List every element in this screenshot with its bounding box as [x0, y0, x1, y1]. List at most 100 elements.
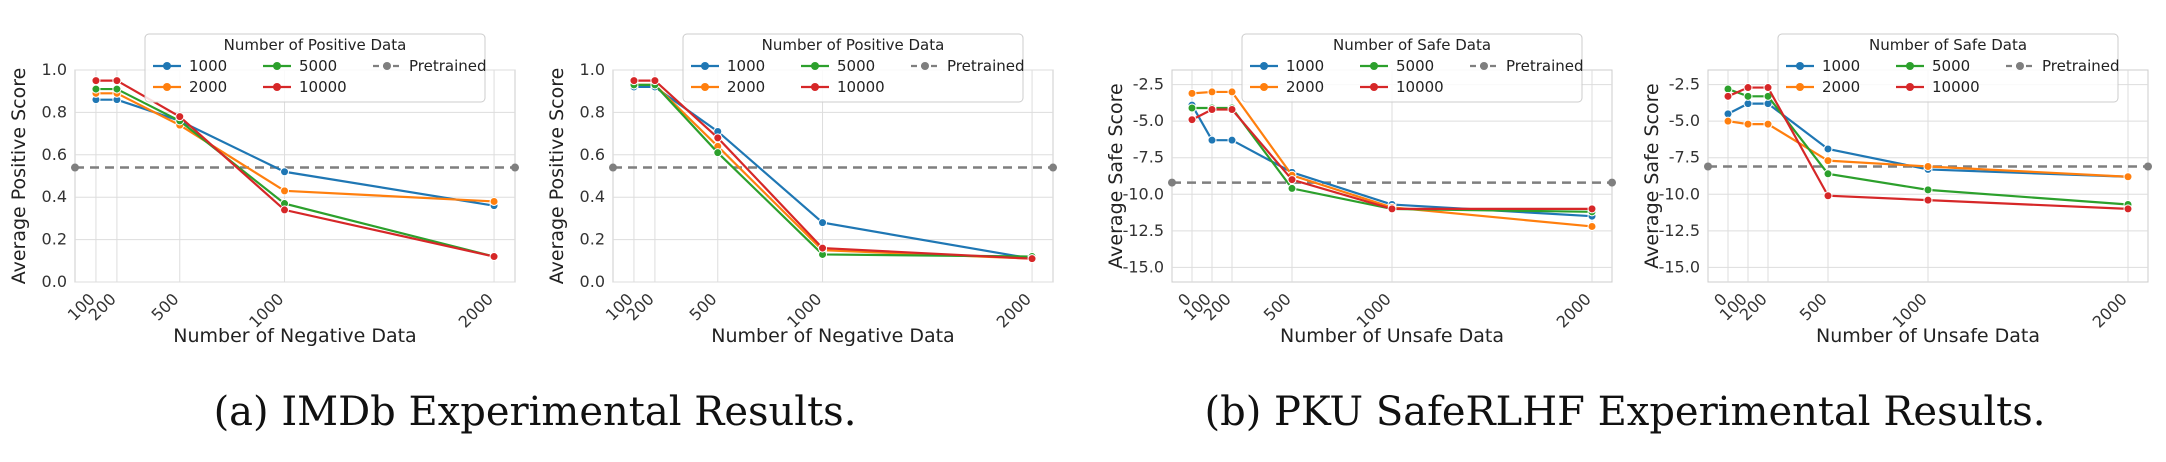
legend-box	[1241, 33, 1583, 103]
legend-label-1000: 1000	[189, 57, 227, 75]
legend: Number of Positive Data 1000 5000 Pretraine…	[682, 33, 1025, 103]
data-point-10000	[1187, 115, 1197, 125]
y-tick-label: -7.5	[1133, 148, 1164, 167]
x-tick-label: 500	[1796, 289, 1831, 324]
x-axis-label: Number of Negative Data	[711, 325, 954, 347]
data-point-10000	[1823, 191, 1833, 201]
legend-label-1000: 1000	[1286, 57, 1324, 75]
data-point-1000	[1823, 144, 1833, 154]
y-tick-label: -15.0	[1659, 257, 1700, 276]
x-axis-label: Number of Unsafe Data	[1816, 325, 2040, 347]
data-point-10000	[818, 243, 828, 253]
data-point-2000	[1743, 119, 1753, 129]
legend-marker-5000	[1906, 62, 1914, 70]
y-tick-label: -10.0	[1659, 184, 1700, 203]
y-tick-label: 0.8	[580, 102, 605, 121]
data-point-10000	[91, 76, 101, 86]
legend-label-10000: 10000	[299, 78, 347, 96]
data-point-10000	[2123, 204, 2133, 214]
legend-label-Pretrained: Pretrained	[409, 57, 487, 75]
data-point-10000	[1723, 91, 1733, 101]
data-point-10000	[1387, 204, 1397, 214]
data-point-2000	[1923, 161, 1933, 171]
y-tick-label: -15.0	[1123, 257, 1164, 276]
x-tick-label: 2000	[2089, 289, 2131, 331]
data-point-5000	[112, 84, 122, 94]
legend-marker-5000	[1370, 62, 1378, 70]
y-tick-label: -12.5	[1123, 221, 1164, 240]
pretrained-baseline-marker	[511, 163, 519, 172]
legend-box	[1777, 33, 2119, 103]
data-point-2000	[1823, 156, 1833, 166]
x-tick-label: 500	[1260, 289, 1295, 324]
pretrained-baseline-marker	[1049, 163, 1057, 172]
data-point-2000	[489, 196, 499, 206]
legend: Number of Positive Data 1000 5000 Pretraine…	[144, 33, 487, 103]
y-axis-label: Average Safe Score	[1105, 83, 1127, 268]
legend-marker-1000	[701, 62, 709, 70]
data-point-10000	[1587, 204, 1597, 214]
legend-label-Pretrained: Pretrained	[2042, 57, 2120, 75]
data-point-10000	[489, 252, 499, 262]
data-point-2000	[1723, 116, 1733, 126]
data-point-5000	[1743, 91, 1753, 101]
data-point-5000	[91, 84, 101, 94]
y-tick-label: 0.8	[42, 102, 67, 121]
legend-marker-10000	[273, 83, 281, 91]
data-point-1000	[1743, 99, 1753, 109]
data-point-2000	[1587, 221, 1597, 231]
legend-box	[144, 33, 486, 103]
legend-marker-Pretrained	[383, 62, 391, 70]
x-tick-label: 2000	[455, 289, 497, 331]
y-axis-label: Average Positive Score	[546, 68, 568, 285]
data-point-5000	[1923, 185, 1933, 195]
legend-marker-2000	[701, 83, 709, 91]
y-tick-label: 0.0	[580, 272, 605, 291]
legend-label-Pretrained: Pretrained	[1506, 57, 1584, 75]
data-point-5000	[713, 148, 723, 158]
x-tick-label: 500	[686, 289, 721, 324]
data-point-10000	[280, 205, 290, 215]
caption-pku: (b) PKU SafeRLHF Experimental Results.	[1204, 389, 2045, 435]
legend-marker-1000	[1260, 62, 1268, 70]
y-tick-label: -7.5	[1669, 148, 1700, 167]
legend-label-2000: 2000	[727, 78, 765, 96]
y-tick-label: 0.2	[42, 230, 67, 249]
y-tick-label: 0.2	[580, 230, 605, 249]
legend-marker-2000	[1796, 83, 1804, 91]
legend-marker-5000	[811, 62, 819, 70]
data-point-10000	[112, 76, 122, 86]
data-point-1000	[818, 218, 828, 228]
legend-label-Pretrained: Pretrained	[947, 57, 1025, 75]
y-tick-label: -5.0	[1669, 111, 1700, 130]
caption-imdb: (a) IMDb Experimental Results.	[214, 389, 857, 435]
x-tick-label: 2000	[1553, 289, 1595, 331]
legend-label-10000: 10000	[837, 78, 885, 96]
legend-title: Number of Safe Data	[1869, 36, 2027, 54]
data-point-10000	[650, 76, 660, 86]
data-point-5000	[1187, 103, 1197, 113]
legend-marker-Pretrained	[1480, 62, 1488, 70]
data-point-10000	[175, 112, 185, 122]
legend: Number of Safe Data 1000 5000 Pretrained 200…	[1241, 33, 1584, 103]
data-point-2000	[2123, 172, 2133, 182]
legend-label-5000: 5000	[837, 57, 875, 75]
series-line-1000	[1191, 104, 1593, 218]
y-tick-label: 1.0	[42, 60, 67, 79]
legend-marker-2000	[163, 83, 171, 91]
x-tick-label: 500	[148, 289, 183, 324]
y-tick-label: 0.0	[42, 272, 67, 291]
y-tick-label: 1.0	[580, 60, 605, 79]
data-point-2000	[280, 186, 290, 196]
data-point-10000	[629, 76, 639, 86]
pretrained-baseline-marker	[71, 163, 79, 172]
data-point-1000	[1207, 135, 1217, 145]
legend-marker-10000	[811, 83, 819, 91]
legend-title: Number of Positive Data	[224, 36, 407, 54]
data-point-10000	[1923, 195, 1933, 205]
legend-label-10000: 10000	[1932, 78, 1980, 96]
pretrained-baseline-marker	[609, 163, 617, 172]
